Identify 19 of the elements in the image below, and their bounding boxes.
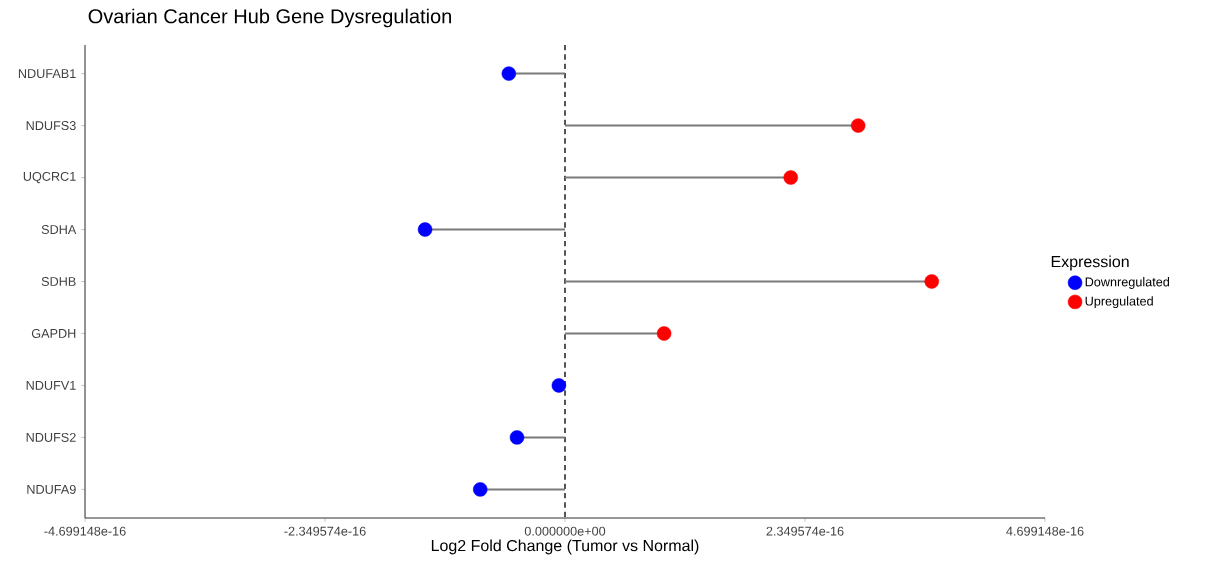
x-tick-label: -2.349574e-16 <box>284 526 366 536</box>
legend-title: Expression <box>1051 255 1129 271</box>
x-tick-label: -4.699148e-16 <box>44 526 126 536</box>
legend-label: Downregulated <box>1085 277 1170 289</box>
x-tick-label: 0.000000e+00 <box>524 526 606 536</box>
y-tick-label: NDUFS2 <box>26 432 76 442</box>
y-tick-label: NDUFA9 <box>27 484 76 494</box>
y-tick-label: GAPDH <box>31 328 76 338</box>
y-tick-label: NDUFS3 <box>26 121 76 131</box>
x-axis-title: Log2 Fold Change (Tumor vs Normal) <box>431 539 699 555</box>
y-tick-label: NDUFAB1 <box>18 69 76 79</box>
chart-title: Ovarian Cancer Hub Gene Dysregulation <box>88 8 451 28</box>
x-tick-label: 2.349574e-16 <box>766 526 844 536</box>
y-tick-label: UQCRC1 <box>23 171 76 184</box>
x-tick-label: 4.699148e-16 <box>1006 526 1084 536</box>
y-tick-label: NDUFV1 <box>26 381 76 390</box>
y-tick-label: SDHB <box>41 277 76 286</box>
y-tick-label: SDHA <box>41 225 77 235</box>
legend-label: Upregulated <box>1085 296 1153 309</box>
